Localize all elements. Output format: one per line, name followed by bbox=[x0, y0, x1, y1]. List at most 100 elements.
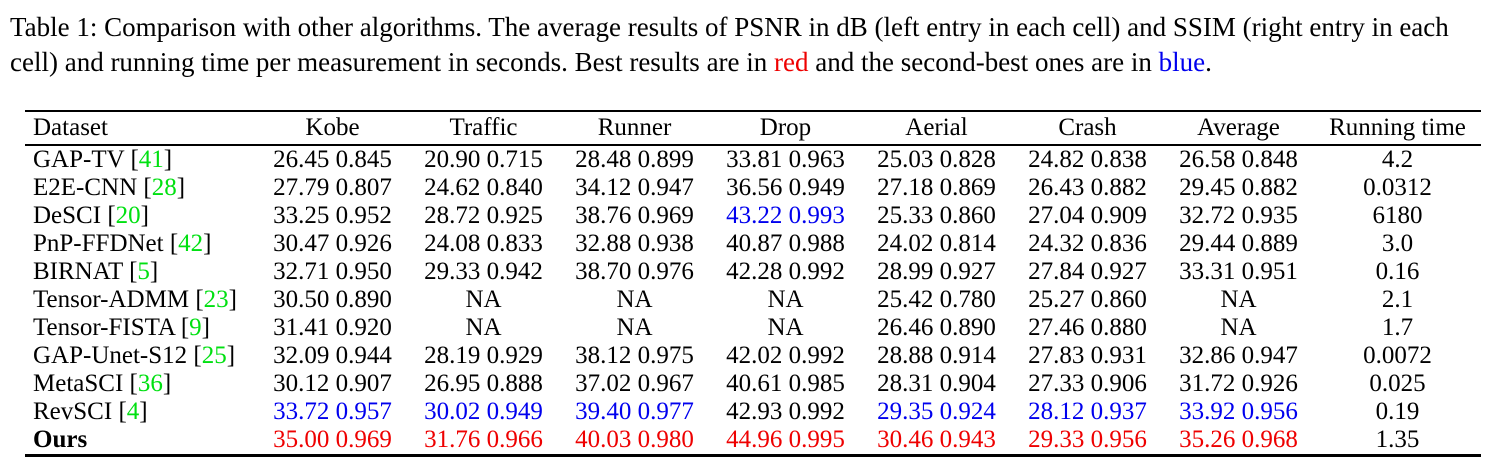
dataset-name-cell: MetaSCI [36] bbox=[33, 370, 172, 397]
paper-page: Table 1: Comparison with other algorithm… bbox=[0, 10, 1506, 472]
value-cell: 38.12 0.975 bbox=[575, 342, 694, 369]
value-cell: 28.12 0.937 bbox=[1028, 398, 1147, 425]
column-header: Aerial bbox=[861, 111, 1012, 146]
value-cell: 35.00 0.969 bbox=[273, 426, 392, 453]
dataset-name: MetaSCI bbox=[33, 370, 124, 397]
value-cell: 30.12 0.907 bbox=[273, 370, 392, 397]
table-row: GAP-TV [41] 26.45 0.845 20.90 0.715 28.48 0… bbox=[25, 145, 1481, 174]
value-cell: 42.28 0.992 bbox=[726, 258, 845, 285]
value-cell: 32.88 0.938 bbox=[575, 230, 694, 257]
value-cell: 1.7 bbox=[1381, 314, 1414, 341]
value-cell: 3.0 bbox=[1381, 230, 1414, 257]
value-cell: NA bbox=[767, 286, 804, 313]
value-cell: 37.02 0.967 bbox=[575, 370, 694, 397]
value-cell: 31.76 0.966 bbox=[424, 426, 543, 453]
value-cell: 0.16 bbox=[1375, 258, 1420, 285]
value-cell: 36.56 0.949 bbox=[726, 174, 845, 201]
table-row: Ours 35.00 0.969 31.76 0.966 40.03 0.980 44.… bbox=[25, 426, 1481, 456]
dataset-name-cell: E2E-CNN [28] bbox=[33, 174, 186, 201]
value-cell: 26.58 0.848 bbox=[1179, 146, 1298, 173]
value-cell: 34.12 0.947 bbox=[575, 174, 694, 201]
citation-number: 25 bbox=[201, 342, 227, 369]
value-cell: 24.62 0.840 bbox=[424, 174, 543, 201]
column-header: Crash bbox=[1012, 111, 1163, 146]
value-cell: 27.04 0.909 bbox=[1028, 202, 1147, 229]
value-cell: 27.33 0.906 bbox=[1028, 370, 1147, 397]
value-cell: 28.31 0.904 bbox=[877, 370, 996, 397]
value-cell: 33.72 0.957 bbox=[273, 398, 392, 425]
value-cell: 25.33 0.860 bbox=[877, 202, 996, 229]
value-cell: 4.2 bbox=[1381, 146, 1414, 173]
value-cell: 38.70 0.976 bbox=[575, 258, 694, 285]
value-cell: 29.35 0.924 bbox=[877, 398, 996, 425]
value-cell: 0.0072 bbox=[1363, 342, 1432, 369]
column-header: Runner bbox=[559, 111, 710, 146]
value-cell: 29.44 0.889 bbox=[1179, 230, 1298, 257]
value-cell: 42.02 0.992 bbox=[726, 342, 845, 369]
dataset-name: PnP-FFDNet bbox=[33, 230, 164, 257]
dataset-name: Tensor-FISTA bbox=[33, 314, 175, 341]
value-cell: 28.48 0.899 bbox=[575, 146, 694, 173]
value-cell: 26.46 0.890 bbox=[877, 314, 996, 341]
value-cell: 38.76 0.969 bbox=[575, 202, 694, 229]
value-cell: 32.72 0.935 bbox=[1179, 202, 1298, 229]
value-cell: 24.32 0.836 bbox=[1028, 230, 1147, 257]
table-row: PnP-FFDNet [42] 30.47 0.926 24.08 0.833 32.… bbox=[25, 230, 1481, 258]
table-caption: Table 1: Comparison with other algorithm… bbox=[10, 10, 1498, 80]
column-header: Dataset bbox=[25, 111, 257, 146]
column-header: Traffic bbox=[408, 111, 559, 146]
value-cell: NA bbox=[1220, 314, 1257, 341]
value-cell: 25.42 0.780 bbox=[877, 286, 996, 313]
table-row: Tensor-ADMM [23] 30.50 0.890 NA NA NA 25.42 0… bbox=[25, 286, 1481, 314]
dataset-name-cell: GAP-TV [41] bbox=[33, 146, 173, 173]
table-row: E2E-CNN [28] 27.79 0.807 24.62 0.840 34.12 … bbox=[25, 174, 1481, 202]
dataset-name: E2E-CNN bbox=[33, 174, 138, 201]
value-cell: 24.82 0.838 bbox=[1028, 146, 1147, 173]
citation-number: 28 bbox=[151, 174, 177, 201]
value-cell: 0.025 bbox=[1369, 370, 1426, 397]
value-cell: 32.86 0.947 bbox=[1179, 342, 1298, 369]
dataset-name: BIRNAT bbox=[33, 258, 123, 285]
value-cell: 27.46 0.880 bbox=[1028, 314, 1147, 341]
dataset-name-cell: BIRNAT [5] bbox=[33, 258, 159, 285]
value-cell: 24.08 0.833 bbox=[424, 230, 543, 257]
value-cell: 28.99 0.927 bbox=[877, 258, 996, 285]
value-cell: NA bbox=[767, 314, 804, 341]
value-cell: 40.87 0.988 bbox=[726, 230, 845, 257]
dataset-name: GAP-Unet-S12 bbox=[33, 342, 188, 369]
table-row: Tensor-FISTA [9] 31.41 0.920 NA NA NA 26.46 0… bbox=[25, 314, 1481, 342]
value-cell: 1.35 bbox=[1375, 426, 1420, 453]
column-header: Kobe bbox=[257, 111, 408, 146]
value-cell: 33.25 0.952 bbox=[273, 202, 392, 229]
dataset-name: RevSCI bbox=[33, 398, 113, 425]
caption-red-keyword: red bbox=[774, 47, 809, 77]
citation-number: 41 bbox=[138, 146, 164, 173]
value-cell: 27.83 0.931 bbox=[1028, 342, 1147, 369]
value-cell: NA bbox=[616, 286, 653, 313]
comparison-table: Dataset Kobe Traffic Runner Drop Aerial Crash A… bbox=[25, 110, 1481, 457]
dataset-name-cell: Tensor-ADMM [23] bbox=[33, 286, 237, 313]
value-cell: 29.33 0.942 bbox=[424, 258, 543, 285]
dataset-name-cell: RevSCI [4] bbox=[33, 398, 148, 425]
value-cell: NA bbox=[465, 286, 502, 313]
value-cell: 28.88 0.914 bbox=[877, 342, 996, 369]
dataset-name-cell: Ours bbox=[25, 426, 257, 456]
table-row: GAP-Unet-S12 [25] 32.09 0.944 28.19 0.929 3… bbox=[25, 342, 1481, 370]
value-cell: 39.40 0.977 bbox=[575, 398, 694, 425]
value-cell: 6180 bbox=[1372, 202, 1423, 229]
citation-number: 5 bbox=[137, 258, 150, 285]
dataset-name: Tensor-ADMM bbox=[33, 286, 190, 313]
dataset-name-cell: GAP-Unet-S12 [25] bbox=[33, 342, 236, 369]
table-row: DeSCI [20] 33.25 0.952 28.72 0.925 38.76 0.… bbox=[25, 202, 1481, 230]
value-cell: 33.92 0.956 bbox=[1179, 398, 1298, 425]
value-cell: 30.02 0.949 bbox=[424, 398, 543, 425]
value-cell: 25.27 0.860 bbox=[1028, 286, 1147, 313]
value-cell: 26.95 0.888 bbox=[424, 370, 543, 397]
value-cell: 40.61 0.985 bbox=[726, 370, 845, 397]
value-cell: 30.46 0.943 bbox=[877, 426, 996, 453]
value-cell: 27.18 0.869 bbox=[877, 174, 996, 201]
value-cell: NA bbox=[465, 314, 502, 341]
value-cell: 31.72 0.926 bbox=[1179, 370, 1298, 397]
dataset-name: Ours bbox=[33, 426, 88, 453]
citation-number: 36 bbox=[137, 370, 163, 397]
